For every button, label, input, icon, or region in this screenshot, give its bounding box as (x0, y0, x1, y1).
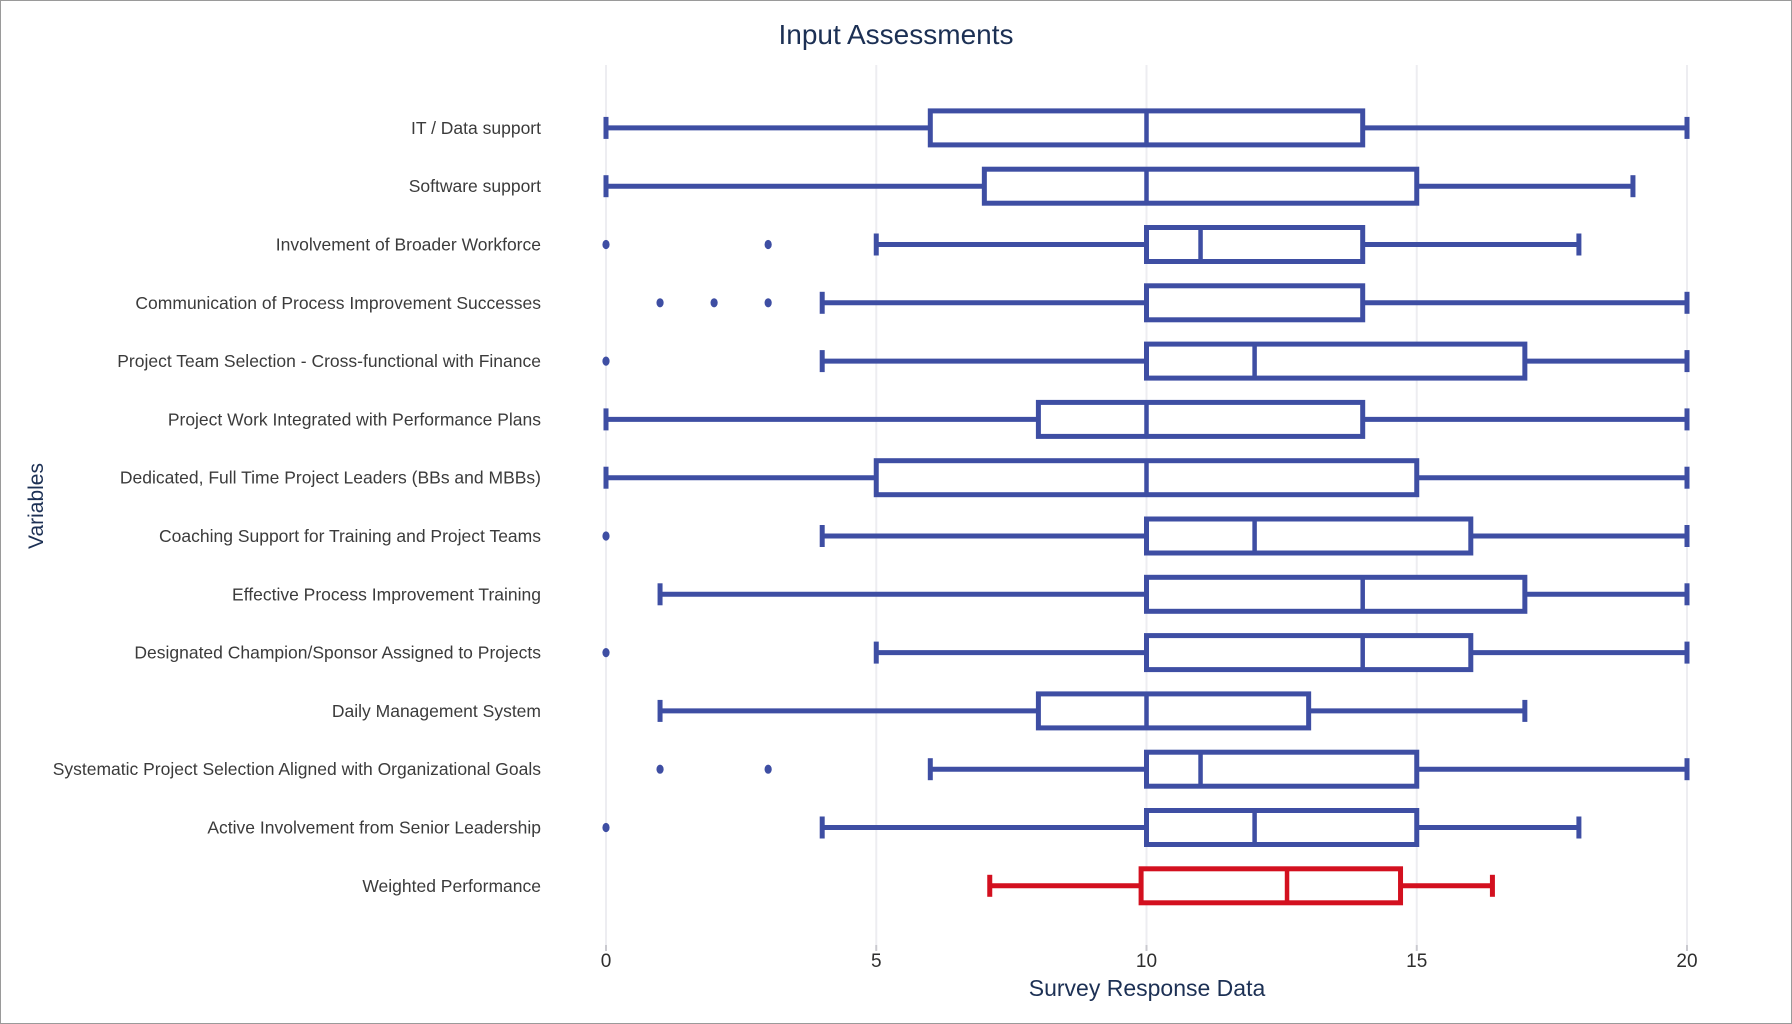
outlier-point (764, 764, 772, 774)
outlier-point (602, 239, 610, 250)
category-label: Weighted Performance (362, 876, 541, 896)
iqr-box (1144, 808, 1420, 847)
iqr-box (1144, 225, 1366, 264)
x-tick-label: 5 (871, 951, 882, 972)
x-tick-label: 10 (1136, 951, 1157, 972)
category-label: Dedicated, Full Time Project Leaders (BB… (120, 468, 541, 488)
category-label: Communication of Process Improvement Suc… (135, 293, 541, 313)
box-plot-row: Communication of Process Improvement Suc… (135, 283, 1690, 323)
box-plot-row: Involvement of Broader Workforce (276, 225, 1582, 264)
x-tick-label: 0 (601, 951, 612, 972)
box-plot-row: Effective Process Improvement Training (232, 574, 1690, 614)
category-label: Designated Champion/Sponsor Assigned to … (134, 643, 541, 663)
category-label: IT / Data support (411, 118, 541, 138)
category-label: Effective Process Improvement Training (232, 584, 541, 604)
iqr-box (1138, 866, 1404, 906)
box-plot-row: Software support (409, 166, 1636, 206)
category-label: Systematic Project Selection Aligned wit… (53, 759, 542, 779)
category-label: Coaching Support for Training and Projec… (159, 526, 541, 546)
x-axis-title: Survey Response Data (1028, 975, 1266, 1001)
iqr-box (1144, 516, 1474, 556)
iqr-box (1144, 749, 1420, 789)
category-label: Active Involvement from Senior Leadershi… (207, 818, 541, 838)
outlier-point (602, 822, 610, 833)
iqr-box (1035, 691, 1312, 731)
outlier-point (602, 356, 610, 366)
outlier-point (602, 531, 610, 541)
iqr-box (1144, 283, 1366, 323)
box-plot-row: Dedicated, Full Time Project Leaders (BB… (120, 458, 1690, 498)
box-plot-row: Project Team Selection - Cross-functiona… (117, 341, 1690, 381)
category-label: Project Work Integrated with Performance… (168, 409, 541, 429)
category-label: Involvement of Broader Workforce (276, 235, 541, 255)
box-plot-row: Daily Management System (332, 691, 1528, 731)
iqr-box (1144, 574, 1528, 614)
chart-title: Input Assessments (778, 19, 1014, 50)
box-plot-row: Coaching Support for Training and Projec… (159, 516, 1690, 556)
outlier-point (764, 239, 772, 250)
outlier-point (710, 298, 718, 308)
outlier-point (764, 298, 772, 308)
iqr-box (1035, 399, 1366, 439)
box-plot-row: Active Involvement from Senior Leadershi… (207, 808, 1582, 847)
box-plot-row: Project Work Integrated with Performance… (168, 399, 1690, 439)
category-label: Daily Management System (332, 701, 541, 721)
box-plot-row: IT / Data support (411, 108, 1690, 148)
box-plot-row: Systematic Project Selection Aligned wit… (53, 749, 1690, 789)
x-tick-label: 15 (1406, 951, 1427, 972)
outlier-point (602, 648, 610, 658)
outlier-point (656, 764, 664, 774)
iqr-box (1144, 341, 1528, 381)
iqr-box (981, 166, 1420, 206)
category-label: Software support (409, 176, 541, 196)
category-label: Project Team Selection - Cross-functiona… (117, 351, 541, 371)
box-plot-row: Designated Champion/Sponsor Assigned to … (134, 633, 1690, 673)
outlier-point (656, 298, 664, 308)
box-plot-row: Weighted Performance (362, 866, 1495, 906)
y-axis-title: Variables (25, 463, 48, 549)
x-tick-label: 20 (1676, 951, 1697, 972)
iqr-box (1144, 633, 1474, 673)
